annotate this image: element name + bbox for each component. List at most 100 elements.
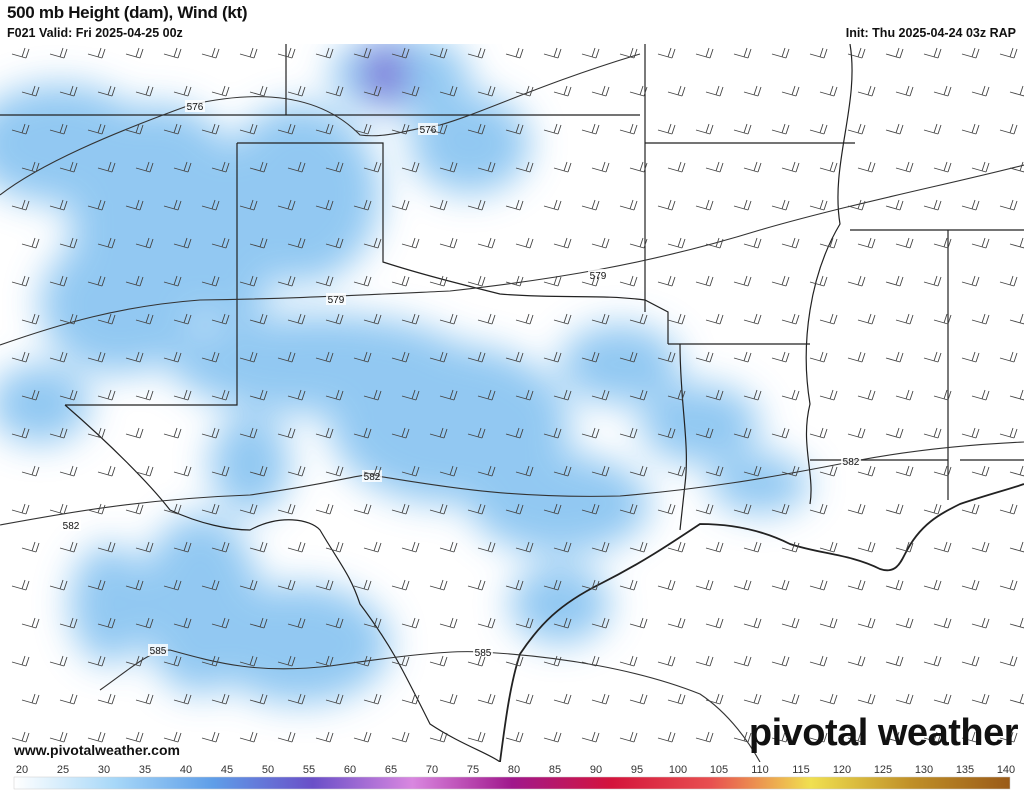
- wind-barb: [619, 503, 638, 515]
- wind-barb: [211, 313, 230, 325]
- wind-barb: [581, 427, 600, 439]
- wind-barb: [543, 47, 562, 59]
- wind-barb: [477, 693, 496, 705]
- wind-barb: [173, 541, 192, 553]
- wind-barb: [543, 351, 562, 363]
- wind-barb: [277, 579, 296, 591]
- wind-barb: [21, 237, 40, 249]
- wind-barb: [201, 351, 220, 363]
- wind-barb: [391, 427, 410, 439]
- colorbar-tick-label: 115: [792, 764, 810, 776]
- wind-barb: [363, 617, 382, 629]
- wind-barb: [277, 351, 296, 363]
- wind-barb: [933, 693, 952, 705]
- wind-barb: [135, 313, 154, 325]
- wind-barb: [315, 351, 334, 363]
- contour-label: 576: [420, 125, 437, 136]
- wind-barb: [619, 47, 638, 59]
- wind-shade-area: [220, 104, 380, 284]
- wind-barb: [771, 199, 790, 211]
- wind-barb: [173, 617, 192, 629]
- wind-barb: [11, 503, 30, 515]
- wind-barb: [543, 503, 562, 515]
- wind-barb: [49, 579, 68, 591]
- wind-barb: [733, 199, 752, 211]
- wind-barb: [239, 351, 258, 363]
- wind-barb: [249, 313, 268, 325]
- wind-barb: [733, 427, 752, 439]
- wind-barb: [629, 693, 648, 705]
- wind-barb: [59, 465, 78, 477]
- wind-barb: [97, 237, 116, 249]
- wind-barb: [439, 617, 458, 629]
- wind-barb: [11, 351, 30, 363]
- wind-max-area: [363, 44, 407, 104]
- wind-barb: [401, 541, 420, 553]
- contour-label: 579: [328, 295, 345, 306]
- wind-barb: [429, 655, 448, 667]
- wind-barb: [553, 465, 572, 477]
- wind-barb: [287, 313, 306, 325]
- wind-barb: [211, 85, 230, 97]
- wind-barb: [315, 731, 334, 743]
- wind-barb: [515, 541, 534, 553]
- wind-speed-shading: [0, 44, 810, 704]
- wind-barb: [429, 351, 448, 363]
- wind-barb: [163, 427, 182, 439]
- wind-barb: [553, 617, 572, 629]
- wind-barb: [819, 693, 838, 705]
- wind-barb: [847, 123, 866, 135]
- wind-barb: [125, 199, 144, 211]
- wind-barb: [49, 731, 68, 743]
- wind-barb: [857, 465, 876, 477]
- wind-barb: [97, 693, 116, 705]
- wind-barb: [391, 275, 410, 287]
- wind-barb: [923, 47, 942, 59]
- wind-barb: [657, 123, 676, 135]
- valid-time: F021 Valid: Fri 2025-04-25 00z: [7, 26, 183, 40]
- wind-barb: [667, 389, 686, 401]
- wind-barb: [211, 617, 230, 629]
- wind-barb: [59, 237, 78, 249]
- wind-barb: [733, 731, 752, 743]
- wind-barb: [59, 693, 78, 705]
- wind-barb: [125, 579, 144, 591]
- wind-barb: [809, 351, 828, 363]
- wind-barb: [961, 351, 980, 363]
- wind-barb: [581, 199, 600, 211]
- wind-barb: [581, 579, 600, 591]
- contour-label: 582: [843, 457, 860, 468]
- colorbar-tick-label: 85: [549, 764, 561, 776]
- wind-barb: [1009, 541, 1024, 553]
- wind-barb: [201, 503, 220, 515]
- init-time: Init: Thu 2025-04-24 03z RAP: [845, 26, 1016, 40]
- colorbar-tick-label: 120: [833, 764, 851, 776]
- wind-barb: [49, 503, 68, 515]
- wind-barb: [1009, 161, 1024, 173]
- wind-barb: [477, 465, 496, 477]
- wind-barb: [657, 503, 676, 515]
- wind-barb: [695, 579, 714, 591]
- wind-barb: [657, 275, 676, 287]
- wind-barb: [439, 313, 458, 325]
- wind-barb: [933, 389, 952, 401]
- wind-barb: [961, 731, 980, 743]
- wind-barb: [211, 389, 230, 401]
- wind-shade-area: [640, 384, 760, 464]
- colorbar-tick-label: 100: [669, 764, 687, 776]
- wind-barb: [629, 617, 648, 629]
- wind-barb: [543, 275, 562, 287]
- wind-barb: [591, 465, 610, 477]
- wind-barb: [315, 655, 334, 667]
- wind-barb: [695, 47, 714, 59]
- wind-barb: [847, 579, 866, 591]
- wind-barb: [885, 655, 904, 667]
- wind-barb: [999, 47, 1018, 59]
- wind-barb: [819, 161, 838, 173]
- wind-barb: [87, 275, 106, 287]
- wind-barb: [135, 237, 154, 249]
- wind-barb: [819, 389, 838, 401]
- wind-barb: [695, 427, 714, 439]
- wind-barb: [591, 237, 610, 249]
- wind-barb: [391, 503, 410, 515]
